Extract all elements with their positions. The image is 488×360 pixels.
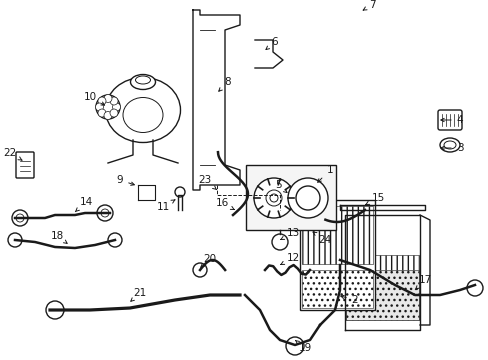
Text: 16: 16	[215, 198, 234, 210]
Text: 22: 22	[3, 148, 22, 160]
Circle shape	[285, 337, 304, 355]
Circle shape	[271, 234, 287, 250]
Bar	[245, 165, 335, 230]
Circle shape	[112, 103, 120, 111]
Bar	[302, 270, 372, 308]
Text: 17: 17	[414, 275, 431, 290]
Text: 12: 12	[280, 253, 299, 265]
Text: 4: 4	[440, 115, 462, 125]
Bar	[346, 270, 418, 320]
Text: 21: 21	[130, 288, 146, 301]
Text: 19: 19	[295, 341, 311, 353]
Circle shape	[104, 112, 112, 120]
Circle shape	[8, 233, 22, 247]
Circle shape	[193, 263, 206, 277]
Circle shape	[110, 97, 118, 105]
Text: 15: 15	[365, 193, 384, 204]
Circle shape	[110, 109, 118, 117]
Text: 11: 11	[156, 200, 175, 212]
Circle shape	[98, 97, 106, 105]
Text: 18: 18	[50, 231, 67, 243]
Circle shape	[46, 301, 64, 319]
Bar	[299, 200, 374, 310]
Text: 10: 10	[83, 92, 104, 105]
Text: 23: 23	[198, 175, 216, 190]
Circle shape	[253, 178, 293, 218]
Circle shape	[175, 187, 184, 197]
Text: 9: 9	[117, 175, 134, 185]
Text: 3: 3	[440, 143, 462, 153]
Text: 20: 20	[201, 254, 216, 267]
Text: 24: 24	[312, 232, 331, 245]
Circle shape	[466, 280, 482, 296]
Bar	[346, 255, 418, 320]
Text: 5: 5	[274, 180, 286, 193]
Text: 2: 2	[340, 295, 358, 305]
Circle shape	[96, 95, 120, 119]
Ellipse shape	[105, 77, 180, 143]
Circle shape	[98, 109, 106, 117]
Circle shape	[95, 103, 103, 111]
FancyBboxPatch shape	[280, 192, 299, 208]
Circle shape	[108, 233, 122, 247]
Text: 13: 13	[280, 228, 299, 239]
Ellipse shape	[439, 138, 459, 152]
Bar	[302, 206, 372, 264]
Circle shape	[97, 205, 113, 221]
Text: 8: 8	[218, 77, 231, 91]
Text: 1: 1	[317, 165, 333, 182]
Text: 6: 6	[265, 37, 278, 50]
Ellipse shape	[130, 75, 155, 90]
Text: 7: 7	[363, 0, 375, 10]
Circle shape	[12, 210, 28, 226]
FancyBboxPatch shape	[16, 152, 34, 178]
Circle shape	[287, 178, 327, 218]
Circle shape	[104, 94, 112, 103]
Text: 14: 14	[75, 197, 92, 212]
FancyBboxPatch shape	[437, 110, 461, 130]
